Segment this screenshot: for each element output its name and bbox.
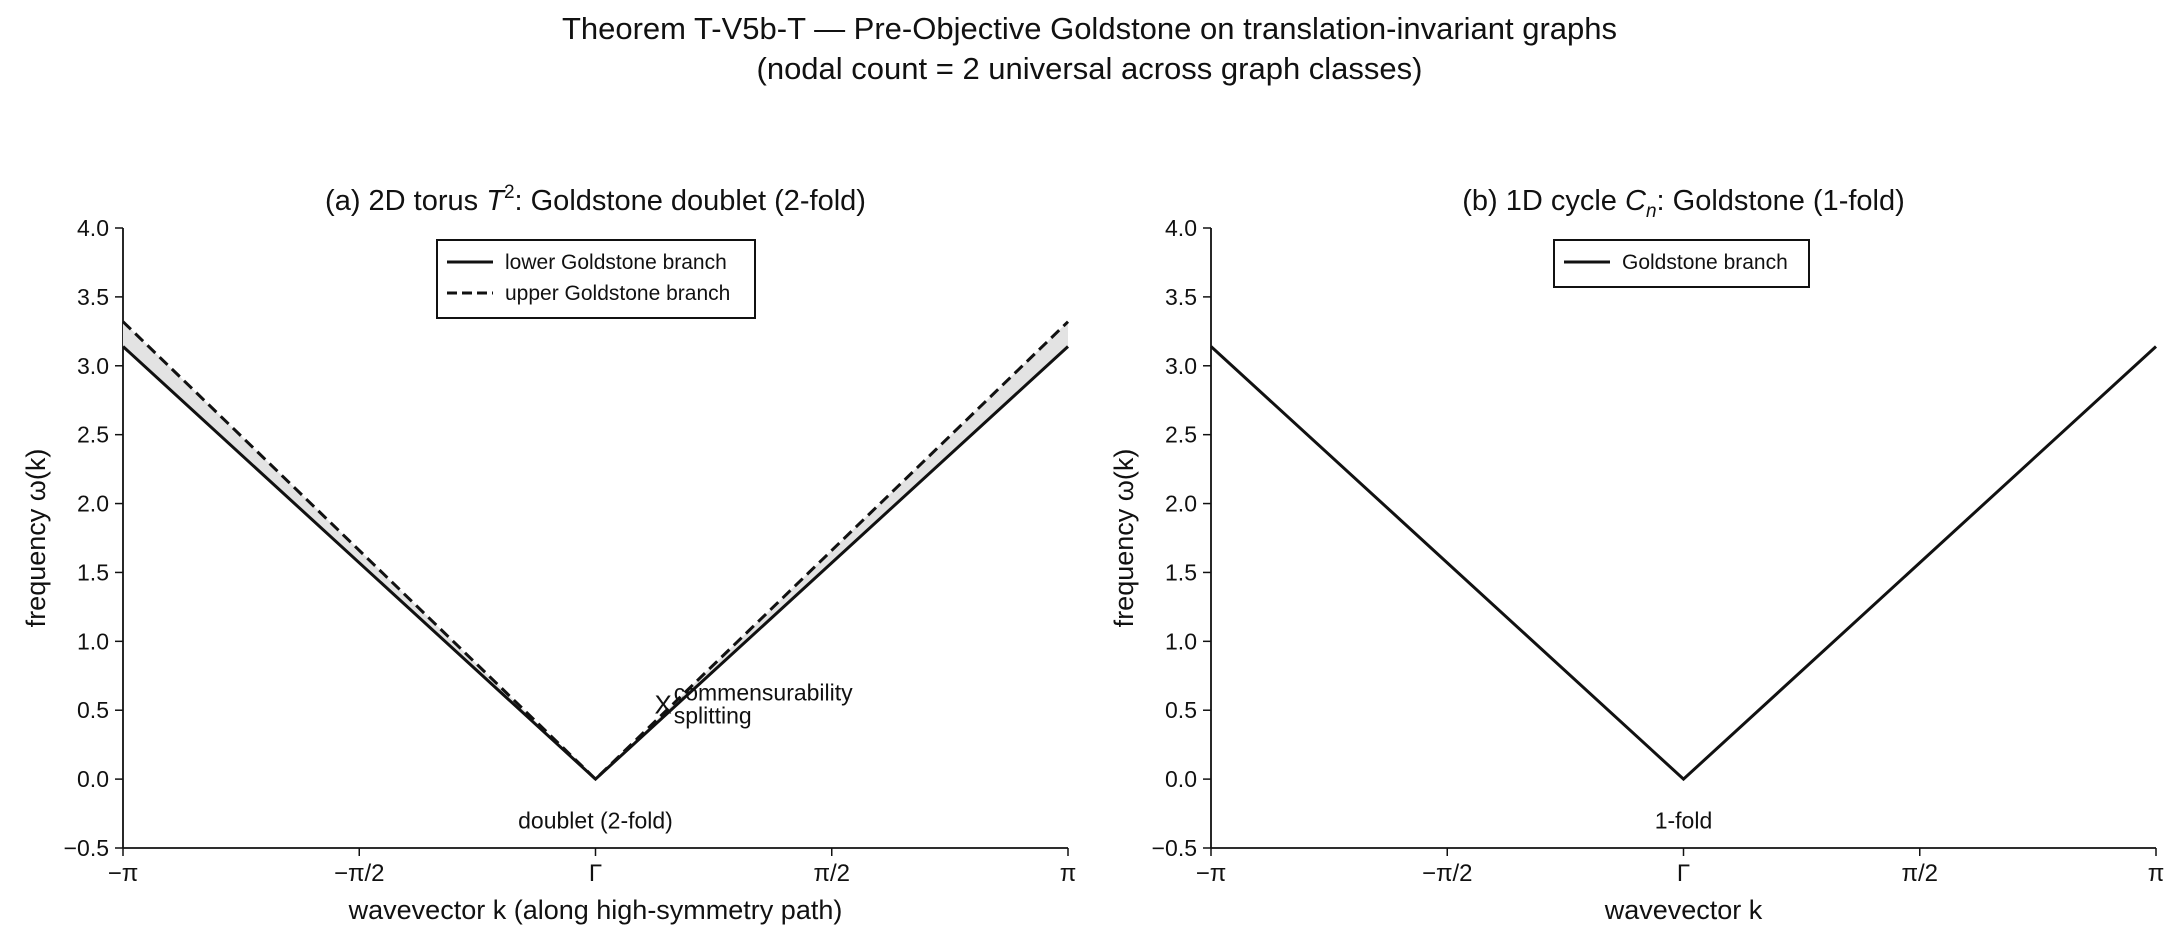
y-tick-label: 4.0 [77, 215, 109, 241]
branch-gap-fill [123, 321, 1068, 780]
x-tick-label: −π [1196, 860, 1227, 887]
x-tick-label: −π [108, 860, 139, 887]
y-tick-label: 3.0 [1165, 353, 1197, 379]
x-tick-label: Γ [1677, 860, 1690, 887]
x-axis-label: wavevector k [1604, 895, 1763, 925]
x-tick-label: π/2 [1901, 860, 1938, 887]
annotation-text: commensurability [674, 679, 853, 705]
x-tick-label: −π/2 [334, 860, 385, 887]
y-tick-label: 1.5 [77, 559, 109, 585]
x-tick-label: Γ [589, 860, 602, 887]
annotation-text: doublet (2-fold) [518, 807, 673, 833]
legend-label: upper Goldstone branch [505, 282, 730, 305]
x-tick-label: π/2 [813, 860, 850, 887]
legend-label: Goldstone branch [1622, 251, 1788, 274]
figure-title-line2: (nodal count = 2 universal across graph … [756, 51, 1423, 86]
y-tick-label: 2.5 [1165, 422, 1197, 448]
y-tick-label: 1.5 [1165, 559, 1197, 585]
series-line-secondary [121, 320, 1070, 782]
y-tick-label: 2.0 [77, 491, 109, 517]
x-axis-label: wavevector k (along high-symmetry path) [348, 895, 843, 925]
y-tick-label: 3.0 [77, 353, 109, 379]
series-line-primary [1209, 345, 2158, 782]
y-tick-label: 1.0 [77, 628, 109, 654]
x-tick-label: π [1060, 860, 1077, 887]
legend-box [436, 239, 756, 319]
annotation-text: splitting [674, 703, 752, 729]
y-tick-label: 1.0 [1165, 628, 1197, 654]
y-tick-label: 3.5 [77, 284, 109, 310]
x-tick-label: π [2148, 860, 2165, 887]
panel-title: (a) 2D torus T2: Goldstone doublet (2-fo… [325, 182, 866, 217]
x-tick-label: −π/2 [1422, 860, 1473, 887]
y-tick-label: 4.0 [1165, 215, 1197, 241]
y-tick-label: 0.0 [77, 766, 109, 792]
y-tick-label: 0.5 [1165, 697, 1197, 723]
annotation-text: 1-fold [1655, 807, 1713, 833]
series-line-primary [121, 345, 1070, 782]
y-tick-label: −0.5 [1152, 835, 1197, 861]
splitting-marker: X [655, 689, 672, 719]
y-axis-label: frequency ω(k) [21, 449, 51, 628]
legend-label: lower Goldstone branch [505, 251, 727, 274]
y-tick-label: 3.5 [1165, 284, 1197, 310]
y-tick-label: −0.5 [64, 835, 109, 861]
y-tick-label: 2.0 [1165, 491, 1197, 517]
y-axis-label: frequency ω(k) [1109, 449, 1139, 628]
figure-title-line1: Theorem T-V5b-T — Pre-Objective Goldston… [561, 11, 1618, 46]
y-tick-label: 0.5 [77, 697, 109, 723]
panel-title: (b) 1D cycle Cn: Goldstone (1-fold) [1462, 185, 1905, 222]
y-tick-label: 2.5 [77, 422, 109, 448]
y-tick-label: 0.0 [1165, 766, 1197, 792]
